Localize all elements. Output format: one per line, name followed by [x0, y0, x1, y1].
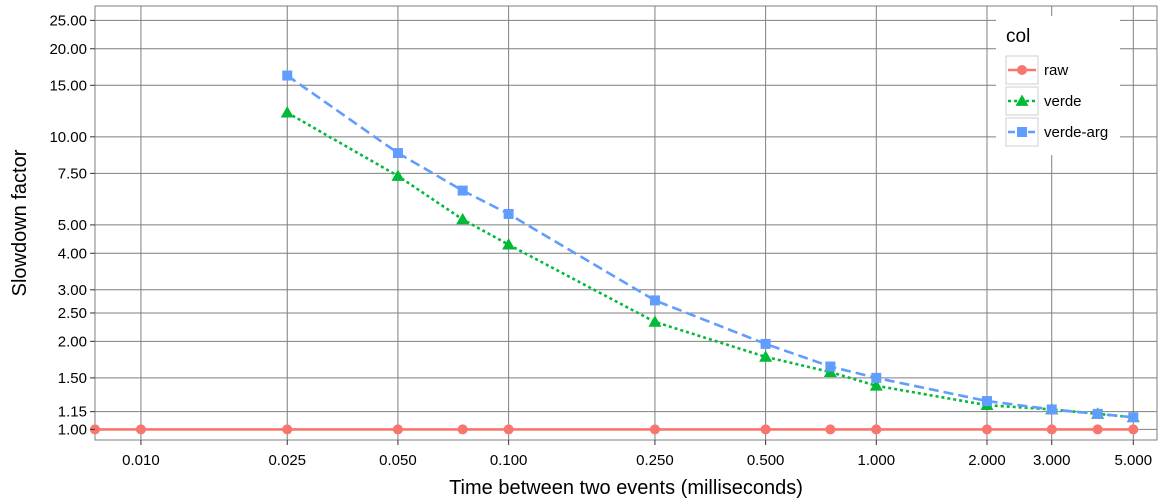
legend-item-verde: verde — [1005, 86, 1082, 116]
legend-label: raw — [1044, 62, 1068, 79]
data-point-raw — [981, 424, 992, 435]
data-point-verde — [648, 315, 662, 327]
data-point-verde-arg — [1046, 404, 1057, 415]
y-tick-label: 1.00 — [58, 421, 87, 438]
data-point-verde-arg — [282, 70, 293, 81]
y-tick-label: 1.50 — [58, 370, 87, 387]
legend-key-marker — [1017, 65, 1027, 75]
data-point-raw — [135, 424, 146, 435]
legend-title: col — [1006, 26, 1030, 47]
x-tick-label: 5.000 — [1115, 452, 1153, 469]
x-axis: 0.010 0.025 0.050 0.100 0.250 0.500 1.000 2.000… — [122, 440, 1152, 469]
legend-keys: raw verde verde-arg — [1005, 55, 1108, 147]
x-tick-label: 0.250 — [636, 452, 674, 469]
series-line-verde-arg — [286, 74, 1134, 419]
legend-label: verde — [1044, 93, 1082, 110]
data-point-verde-arg — [503, 208, 514, 219]
data-point-verde-arg — [649, 295, 660, 306]
legend-label: verde-arg — [1044, 124, 1108, 141]
data-point-verde-arg — [1128, 412, 1139, 423]
y-tick-label: 5.00 — [58, 217, 87, 234]
y-tick-label: 3.00 — [58, 282, 87, 299]
data-point-verde-arg — [981, 396, 992, 407]
y-tick-label: 4.00 — [58, 245, 87, 262]
data-point-verde-arg — [457, 185, 468, 196]
legend-item-verde-arg: verde-arg — [1005, 117, 1108, 147]
data-point-verde — [869, 379, 883, 391]
data-point-raw — [1092, 424, 1103, 435]
x-tick-label: 0.010 — [122, 452, 160, 469]
x-tick-label: 0.050 — [379, 452, 417, 469]
data-point-raw — [503, 424, 514, 435]
y-tick-label: 1.15 — [58, 404, 87, 421]
data-point-raw — [1128, 424, 1139, 435]
data-point-verde — [391, 169, 405, 181]
data-point-raw — [649, 424, 660, 435]
data-point-raw — [392, 424, 403, 435]
data-point-raw — [282, 424, 293, 435]
data-point-verde — [759, 350, 773, 362]
x-axis-title: Time between two events (milliseconds) — [449, 477, 803, 499]
y-tick-label: 20.00 — [49, 41, 87, 58]
series-raw — [90, 424, 1139, 435]
y-axis-title: Slowdown factor — [9, 149, 31, 296]
y-tick-label: 25.00 — [49, 12, 87, 29]
y-axis: 1.001.15 1.50 2.00 2.50 3.00 4.00 5.00 7.50 10.0… — [49, 12, 95, 438]
legend: col raw verde verde-arg — [996, 16, 1120, 155]
data-point-verde-arg — [760, 338, 771, 349]
data-point-verde — [280, 106, 294, 118]
y-tick-label: 2.00 — [58, 333, 87, 350]
panel-background — [94, 5, 1158, 441]
x-tick-label: 3.000 — [1033, 452, 1071, 469]
x-tick-label: 1.000 — [858, 452, 896, 469]
x-tick-label: 2.000 — [968, 452, 1006, 469]
series-layer — [90, 70, 1140, 435]
data-point-verde — [502, 238, 516, 250]
data-point-verde-arg — [392, 148, 403, 159]
data-point-raw — [1046, 424, 1057, 435]
data-point-raw — [760, 424, 771, 435]
data-point-raw — [871, 424, 882, 435]
series-line-verde — [286, 111, 1134, 419]
data-point-verde-arg — [825, 361, 836, 372]
y-tick-label: 10.00 — [49, 129, 87, 146]
y-tick-label: 15.00 — [49, 77, 87, 94]
data-point-raw — [457, 424, 468, 435]
legend-key-marker — [1017, 127, 1027, 137]
x-tick-label: 0.025 — [268, 452, 306, 469]
data-point-verde — [456, 212, 470, 225]
y-tick-label: 7.50 — [58, 165, 87, 182]
legend-item-raw: raw — [1005, 55, 1068, 85]
x-tick-label: 0.100 — [490, 452, 528, 469]
legend-key-marker — [1015, 94, 1029, 106]
series-verde-arg — [282, 70, 1139, 423]
data-point-verde-arg — [1092, 408, 1103, 419]
x-tick-label: 0.500 — [747, 452, 785, 469]
data-point-verde-arg — [871, 372, 882, 383]
y-tick-label: 2.50 — [58, 305, 87, 322]
data-point-raw — [825, 424, 836, 435]
